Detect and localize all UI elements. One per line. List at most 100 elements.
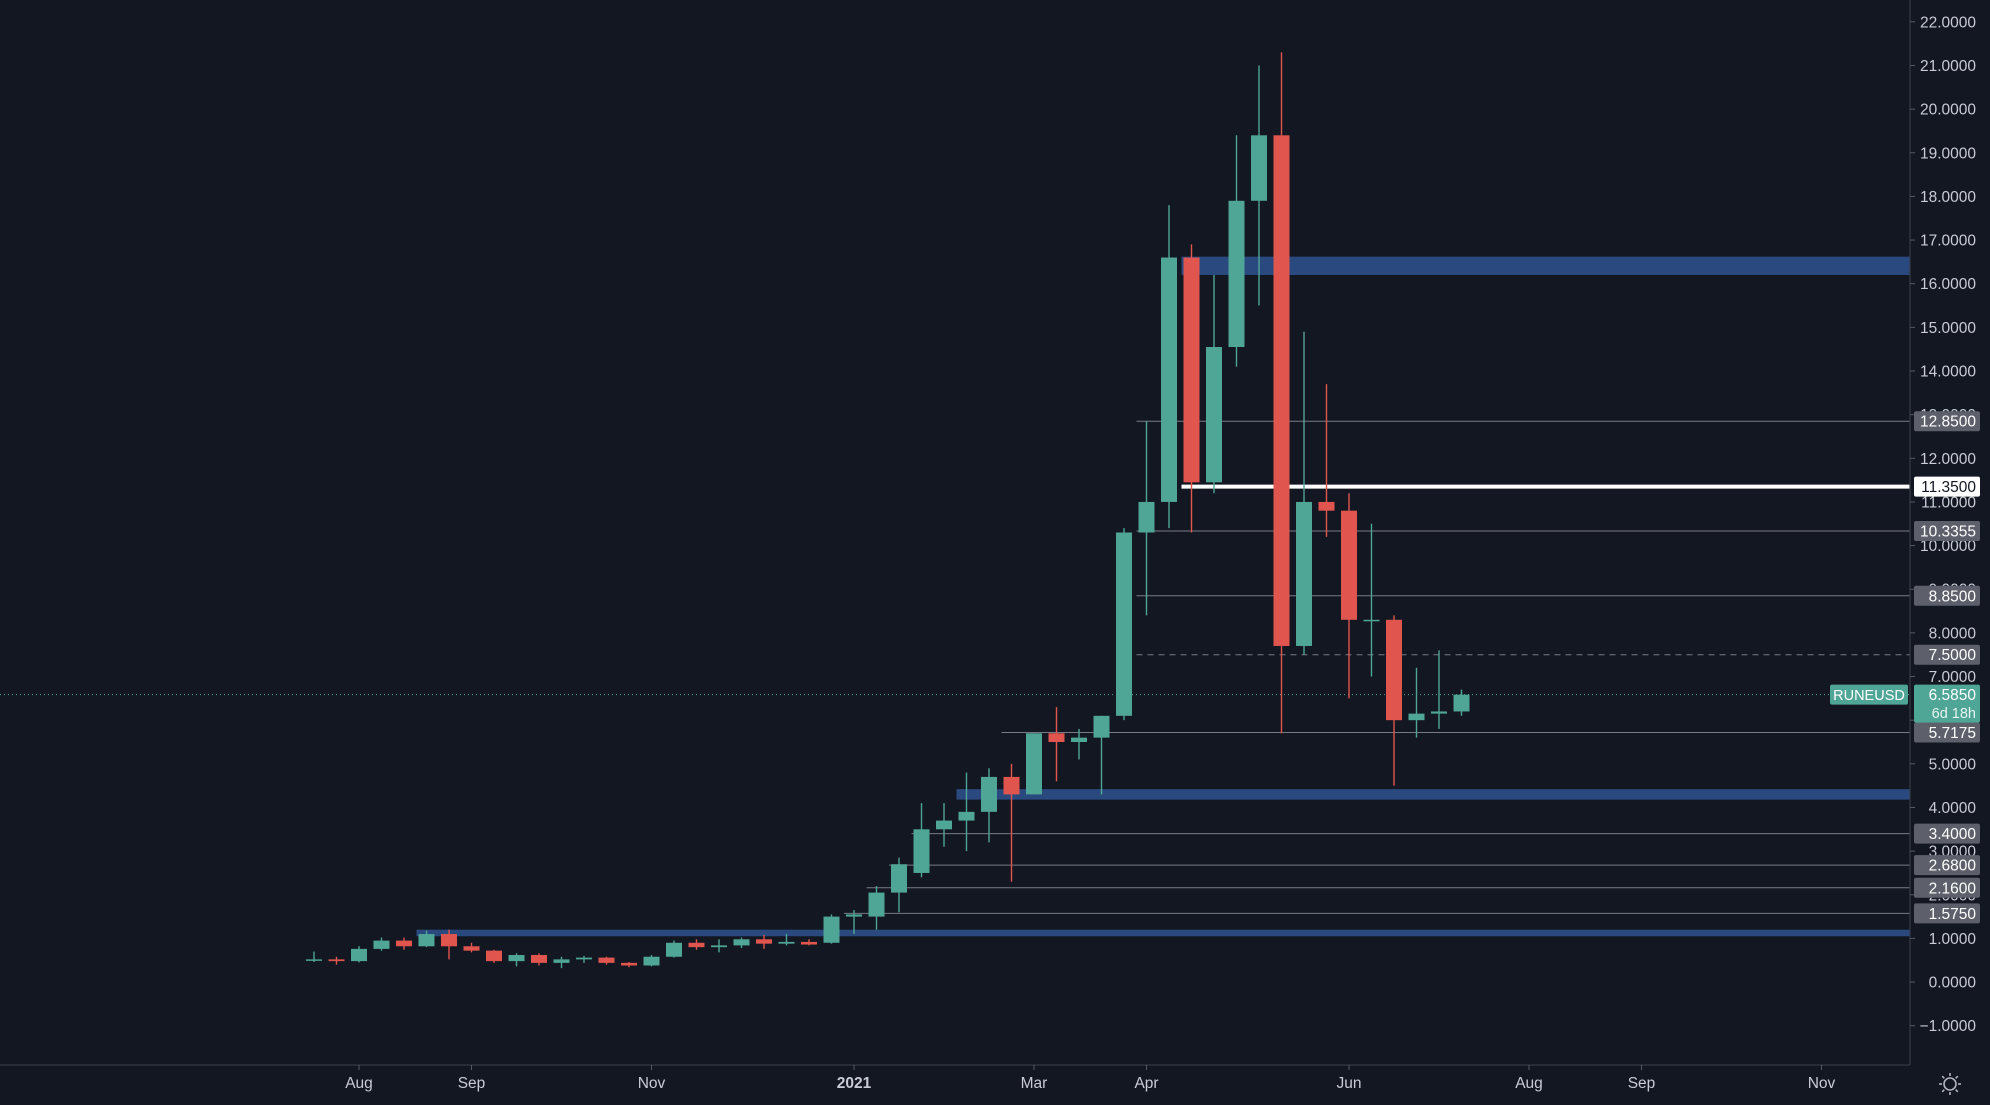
level-price-label: 11.3500 (1921, 479, 1976, 496)
candle[interactable] (981, 768, 997, 843)
candle[interactable] (891, 857, 907, 913)
candle[interactable] (1138, 421, 1155, 616)
candle[interactable] (936, 803, 952, 847)
price-tick-label: 14.0000 (1920, 364, 1976, 381)
candle[interactable] (1273, 52, 1290, 734)
candle[interactable] (1206, 274, 1222, 494)
candle[interactable] (1093, 715, 1110, 795)
candle-body (306, 959, 322, 961)
candle[interactable] (1161, 205, 1177, 529)
candle[interactable] (1048, 707, 1065, 782)
candles-layer[interactable] (306, 52, 1470, 969)
candle[interactable] (913, 803, 930, 878)
candle[interactable] (823, 914, 840, 944)
level-price-badge (1914, 855, 1980, 876)
candle[interactable] (418, 930, 435, 948)
candle[interactable] (1071, 728, 1087, 760)
candle[interactable] (1363, 523, 1380, 677)
candle[interactable] (868, 886, 885, 930)
candle[interactable] (958, 772, 975, 852)
candle[interactable] (441, 929, 457, 960)
candle[interactable] (598, 956, 615, 965)
candle[interactable] (1386, 615, 1402, 786)
candle-body (643, 956, 660, 966)
candle[interactable] (1116, 528, 1132, 721)
candle-body (1296, 501, 1312, 646)
level-price-badge (1914, 411, 1980, 432)
candle[interactable] (576, 955, 592, 963)
candle[interactable] (666, 940, 682, 958)
candle[interactable] (1453, 689, 1470, 716)
candle[interactable] (463, 942, 480, 953)
candle[interactable] (621, 961, 637, 968)
candle-body (936, 820, 952, 830)
candle[interactable] (1318, 384, 1335, 537)
candle-body (1408, 713, 1425, 721)
candle[interactable] (711, 939, 727, 953)
candle[interactable] (1431, 650, 1447, 729)
candle[interactable] (1228, 135, 1245, 367)
candle[interactable] (1026, 733, 1042, 795)
support-resistance-zone (1181, 256, 1910, 275)
candle[interactable] (756, 934, 772, 949)
candle[interactable] (1296, 331, 1312, 655)
level-price-badge (1914, 903, 1980, 924)
candle-body (958, 811, 975, 821)
candle-body (1228, 200, 1245, 347)
level-price-label: 5.7175 (1929, 725, 1976, 742)
candle[interactable] (1183, 244, 1200, 533)
candle[interactable] (306, 951, 322, 962)
level-price-label: 2.6800 (1929, 858, 1977, 875)
candle[interactable] (643, 955, 660, 967)
candle[interactable] (801, 939, 817, 946)
candle-body (688, 942, 705, 948)
candle-body (733, 939, 750, 946)
candle[interactable] (1003, 763, 1020, 882)
candle-body (1048, 733, 1065, 743)
time-tick-label: 2021 (837, 1075, 872, 1092)
level-price-label: 8.8500 (1929, 588, 1977, 605)
candle-body (396, 940, 412, 947)
candle-body (1363, 619, 1380, 622)
settings-gear-icon[interactable] (1939, 1073, 1961, 1095)
candle-body (801, 941, 817, 945)
price-tick-label: 19.0000 (1920, 145, 1976, 162)
price-tick-label: 5.0000 (1929, 756, 1977, 773)
candle[interactable] (508, 953, 525, 967)
candle[interactable] (846, 910, 862, 935)
candle-body (598, 957, 615, 963)
candle[interactable] (688, 939, 705, 950)
candle[interactable] (778, 934, 795, 946)
candle[interactable] (1251, 65, 1267, 306)
candle[interactable] (1408, 667, 1425, 738)
level-price-badge (1914, 585, 1980, 606)
price-axis[interactable]: −1.00000.00001.00002.00003.00004.00005.0… (1909, 0, 1990, 1100)
candle[interactable] (351, 946, 367, 963)
price-tick-label: −1.0000 (1920, 1018, 1977, 1035)
candle[interactable] (328, 956, 345, 965)
candle-body (1003, 776, 1020, 795)
candle[interactable] (373, 937, 390, 951)
price-tick-label: 21.0000 (1920, 58, 1976, 75)
candle-body (553, 959, 570, 963)
candle[interactable] (733, 937, 750, 949)
candle[interactable] (396, 937, 412, 950)
candle-body (1453, 694, 1470, 712)
price-tick-label: 18.0000 (1920, 189, 1976, 206)
price-tick-label: 20.0000 (1920, 102, 1976, 119)
candle[interactable] (486, 949, 502, 963)
candle-body (508, 955, 525, 962)
candle-body (373, 940, 390, 949)
candle[interactable] (531, 953, 547, 966)
price-tick-label: 1.0000 (1929, 931, 1977, 948)
candle-body (1341, 510, 1357, 620)
candle[interactable] (553, 956, 570, 969)
symbol-label: RUNEUSD (1833, 688, 1905, 704)
time-axis[interactable]: Aug Sep Nov 2021 Mar Apr Jun Aug Sep Nov (0, 1064, 1910, 1092)
candle[interactable] (1341, 493, 1357, 699)
levels-layer (0, 420, 1910, 914)
candle-body (531, 955, 547, 963)
